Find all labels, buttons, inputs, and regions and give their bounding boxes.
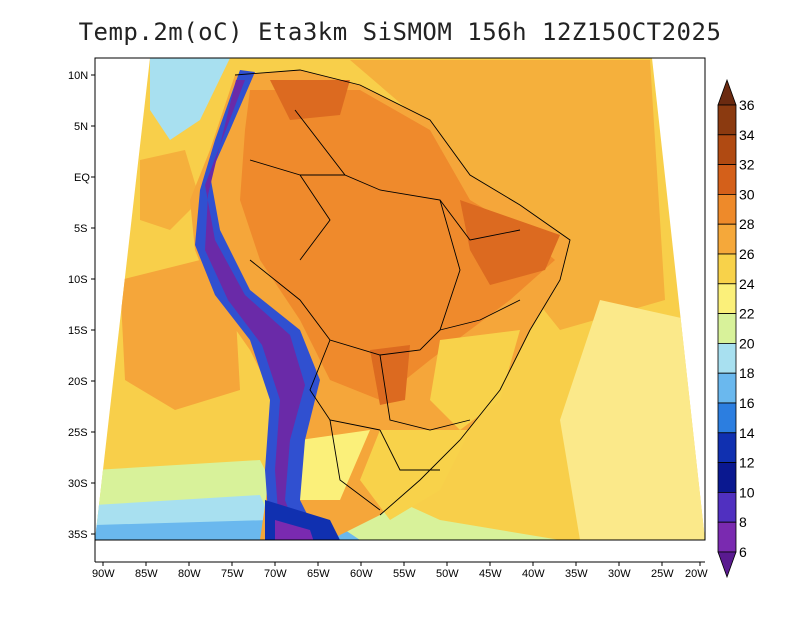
colorbar-swatch [717, 253, 737, 285]
colorbar-swatch [717, 491, 737, 523]
colorbar-swatch [717, 402, 737, 434]
colorbar-label: 18 [739, 365, 755, 381]
lon-label: 90W [92, 568, 115, 580]
north-very-hot [270, 80, 350, 120]
pacific-warm-patch [120, 260, 240, 410]
lat-label: 20S [68, 376, 88, 388]
lon-label: 80W [178, 568, 201, 580]
country-borders-north [249, 159, 345, 261]
colorbar-swatch [717, 134, 737, 166]
lon-label: 65W [307, 568, 330, 580]
lat-label: 35S [68, 529, 88, 541]
colorbar-label: 36 [739, 97, 755, 113]
temperature-field [95, 58, 705, 540]
south-brazil-mild [360, 430, 470, 520]
longitude-axis: 90W 85W 80W 75W 70W 65W 60W 55W 50W 45W … [92, 562, 708, 580]
lon-label: 85W [135, 568, 158, 580]
pacific-north-patch [140, 150, 200, 230]
patagonia-coldest [275, 520, 320, 540]
colorbar-label: 8 [739, 514, 747, 530]
colorbar-label: 24 [739, 276, 755, 292]
lat-label: 10S [68, 274, 88, 286]
colorbar-label: 22 [739, 306, 755, 322]
colorbar-arrow-bottom [717, 551, 737, 579]
lon-label: 40W [522, 568, 545, 580]
southeast-mild [430, 330, 520, 430]
colorbar-label: 26 [739, 246, 755, 262]
state-borders-2 [309, 199, 521, 431]
lon-label: 30W [608, 568, 631, 580]
country-borders-south [329, 419, 440, 511]
colorbar-label: 34 [739, 127, 755, 143]
coastline-east [234, 69, 571, 516]
lat-label: 5S [74, 223, 87, 235]
colorbar-label: 6 [739, 544, 747, 560]
colorbar-label: 28 [739, 216, 755, 232]
colorbar-label: 16 [739, 395, 755, 411]
colorbar-label: 12 [739, 455, 755, 471]
latitude-axis: 10N 5N EQ 5S 10S 15S 20S 25S 30S 35S [68, 70, 95, 541]
colorbar-label: 20 [739, 335, 755, 351]
colorbar-swatch [717, 432, 737, 463]
lat-label: 10N [68, 70, 88, 82]
map-title: Temp.2m(oC) Eta3km SiSMOM 156h 12Z15OCT2… [78, 18, 722, 46]
lon-label: 45W [479, 568, 502, 580]
colorbar: 36 34 32 30 28 26 24 22 20 18 16 14 12 10 8 6 [717, 78, 755, 579]
colorbar-swatch [717, 372, 737, 404]
lon-label: 60W [350, 568, 373, 580]
south-coldest-belt [95, 520, 285, 540]
lon-label: 55W [393, 568, 416, 580]
colorbar-swatch [717, 462, 737, 493]
pacific-cold-north [150, 58, 230, 140]
lon-label: 50W [436, 568, 459, 580]
andes-cold [205, 80, 305, 540]
colorbar-swatch [717, 223, 737, 255]
lon-label: 75W [221, 568, 244, 580]
pantanal-very-hot [370, 345, 410, 405]
lat-label: 5N [74, 121, 88, 133]
atlantic-south-field [560, 300, 705, 540]
colorbar-swatch [717, 283, 737, 314]
boundaries [234, 69, 571, 516]
colorbar-label: 30 [739, 186, 755, 202]
lon-label: 35W [565, 568, 588, 580]
lat-label: EQ [74, 172, 90, 184]
lon-label: 20W [685, 568, 708, 580]
lat-label: 25S [68, 427, 88, 439]
interior-hot [240, 90, 555, 400]
lat-label: 15S [68, 325, 88, 337]
colorbar-label: 32 [739, 157, 755, 173]
pampas-mild [300, 430, 370, 500]
colorbar-arrow-top [717, 78, 737, 106]
northeast-very-hot [460, 200, 560, 285]
lat-label: 30S [68, 478, 88, 490]
colorbar-swatch [717, 342, 737, 374]
colorbar-swatch [717, 164, 737, 195]
colorbar-swatch [717, 313, 737, 344]
colorbar-swatch [717, 104, 737, 136]
colorbar-swatch [717, 193, 737, 225]
colorbar-label: 10 [739, 484, 755, 500]
colorbar-swatch [717, 521, 737, 553]
lon-label: 25W [651, 568, 674, 580]
colorbar-label: 14 [739, 425, 755, 441]
lon-label: 70W [264, 568, 287, 580]
